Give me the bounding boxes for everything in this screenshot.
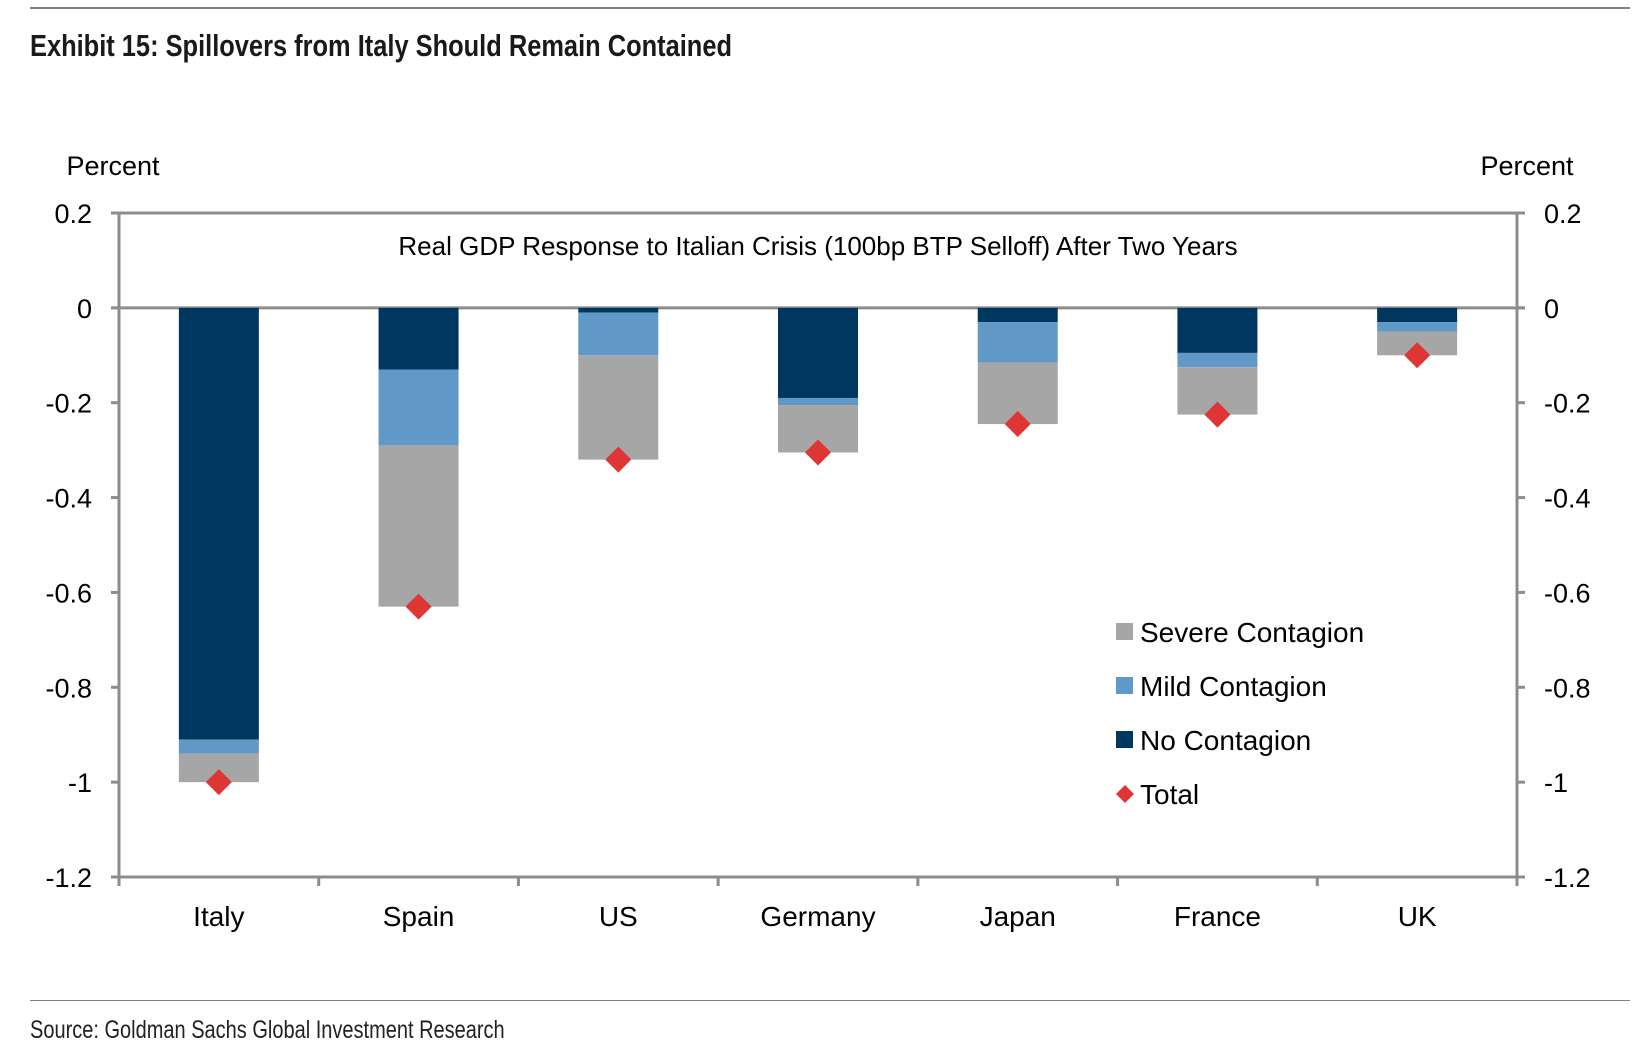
left-y-tick-label: 0.2 [54, 199, 92, 229]
bottom-rule [30, 1000, 1630, 1001]
x-tick-label: Japan [980, 901, 1056, 932]
bar-segment-none [778, 307, 858, 398]
bar-segment-none [178, 307, 259, 740]
x-tick-label: Spain [383, 901, 455, 932]
right-y-tick-label: -0.8 [1544, 673, 1591, 703]
bar-segment-severe [378, 445, 459, 607]
bar-segment-none [578, 307, 659, 313]
right-y-tick-label: -0.2 [1544, 389, 1591, 419]
bar-segment-none [977, 307, 1058, 323]
exhibit-title: Exhibit 15: Spillovers from Italy Should… [30, 28, 732, 63]
bar-segment-mild [378, 369, 459, 446]
bar-segment-severe [578, 355, 659, 460]
left-y-tick-label: -0.6 [45, 578, 92, 608]
total-marker [1004, 411, 1031, 438]
left-y-tick-label: -0.2 [45, 389, 92, 419]
legend-label: Mild Contagion [1140, 671, 1327, 702]
bar-segment-none [1377, 307, 1458, 323]
legend-label: No Contagion [1140, 725, 1311, 756]
left-y-tick-label: -1.2 [45, 863, 92, 893]
right-y-tick-label: -1.2 [1544, 863, 1591, 893]
bar-segment-none [1177, 307, 1258, 353]
right-axis-label: Percent [1480, 151, 1574, 181]
legend-swatch-severe [1116, 623, 1133, 640]
x-tick-label: Germany [760, 901, 875, 932]
legend-label: Severe Contagion [1140, 617, 1364, 648]
left-axis-label: Percent [66, 151, 160, 181]
total-marker [1404, 342, 1431, 369]
x-tick-label: Italy [193, 901, 244, 932]
chart-title: Real GDP Response to Italian Crisis (100… [398, 231, 1237, 261]
x-tick-label: UK [1398, 901, 1437, 932]
legend: Severe Contagion Mild Contagion No Contagi… [1116, 617, 1364, 810]
left-y-tick-label: -0.4 [45, 484, 92, 514]
right-y-tick-label: 0.2 [1544, 199, 1582, 229]
right-y-tick-label: -1 [1544, 768, 1568, 798]
left-y-tick-label: -0.8 [45, 673, 92, 703]
total-marker [805, 439, 831, 466]
axes: 0.2 0.2 0 0 -0.2 -0.2 -0.4 -0.4 -0.6 -0.6 -0.8 -0.8… [45, 199, 1590, 932]
total-markers [205, 342, 1431, 796]
bar-segment-mild [1377, 322, 1458, 332]
x-tick-label: France [1174, 901, 1261, 932]
legend-swatch-mild [1116, 677, 1133, 694]
source-note: Source: Goldman Sachs Global Investment … [30, 1016, 505, 1044]
bar-segment-mild [1177, 352, 1258, 368]
bar-segment-none [378, 307, 459, 370]
legend-label: Total [1140, 779, 1199, 810]
bar-segment-mild [778, 397, 858, 406]
bar-segment-mild [578, 312, 659, 356]
left-y-tick-label: -1 [68, 768, 92, 798]
total-marker [1204, 401, 1231, 428]
bar-segment-mild [178, 739, 259, 754]
total-marker [205, 769, 232, 796]
right-y-tick-label: 0 [1544, 294, 1559, 324]
right-y-tick-label: -0.4 [1544, 484, 1591, 514]
total-marker [605, 446, 632, 473]
chart: 0.2 0.2 0 0 -0.2 -0.2 -0.4 -0.4 -0.6 -0.6 -0.8 -0.8… [45, 151, 1590, 932]
legend-swatch-total [1116, 785, 1134, 803]
x-tick-label: US [599, 901, 638, 932]
bar-segment-mild [977, 322, 1058, 363]
bars [178, 307, 1458, 783]
left-y-tick-label: 0 [77, 294, 92, 324]
legend-swatch-none [1116, 731, 1133, 748]
right-y-tick-label: -0.6 [1544, 578, 1591, 608]
top-rule [30, 7, 1630, 9]
total-marker [405, 593, 432, 620]
